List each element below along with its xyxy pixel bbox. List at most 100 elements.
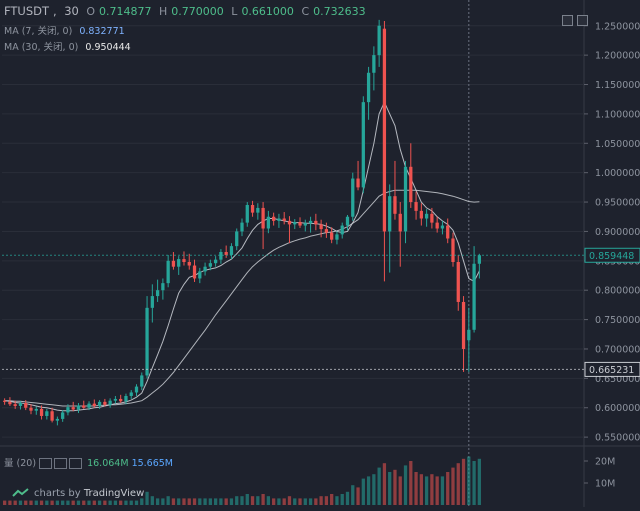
interval[interactable]: 30 [64, 4, 79, 18]
candle-body [308, 220, 313, 224]
volume-bar [240, 496, 244, 505]
volume-bar [61, 500, 65, 505]
candle-body [103, 401, 107, 405]
remove-icon[interactable] [69, 458, 83, 469]
volume-bar [34, 500, 38, 505]
open-label: O [86, 5, 96, 18]
candle-body [3, 400, 7, 402]
volume-bar [409, 461, 413, 505]
tick-label: 0.800000 [595, 286, 640, 297]
candle-body [266, 216, 271, 229]
candle-body [361, 102, 365, 188]
candle-body [8, 401, 12, 405]
volume-bar [324, 496, 329, 505]
volume-bar [356, 487, 360, 505]
candle-body [319, 224, 323, 230]
candle-body [182, 259, 186, 262]
candle-body [155, 290, 160, 297]
candle-body [113, 398, 118, 401]
volume-bar [108, 500, 112, 505]
candle-body [366, 72, 371, 103]
candle-body [50, 411, 54, 421]
volume-bar [129, 500, 133, 505]
volume-bar [150, 496, 154, 505]
candle-body [192, 265, 197, 279]
volume-bar [87, 500, 91, 505]
ma7-value: 0.832771 [79, 26, 125, 37]
candle-body [18, 403, 23, 406]
candle-body [388, 196, 392, 232]
candle-body [82, 405, 86, 408]
volume-bar [229, 498, 234, 505]
volume-bar [198, 498, 202, 505]
volume-bars [3, 456, 481, 505]
volume-bar [224, 498, 228, 505]
volume-tick-label: 20M [595, 457, 615, 468]
candle-body [272, 216, 276, 221]
candle-body [345, 216, 350, 226]
volume-value-b: 15.665M [131, 458, 173, 469]
tick-label: 1.050000 [595, 139, 640, 150]
volume-bar [55, 500, 60, 505]
ma30-value: 0.950444 [85, 42, 131, 53]
tradingview-logo-icon [12, 488, 29, 497]
volume-bar [456, 463, 460, 505]
high-value: 0.770000 [171, 5, 224, 18]
volume-bar [451, 467, 455, 505]
volume-bar [171, 498, 176, 505]
candle-body [477, 255, 481, 264]
volume-bar [403, 465, 408, 505]
candle-body [24, 403, 28, 408]
volume-bar [372, 474, 376, 505]
candle-body [377, 25, 381, 56]
candle-body [219, 252, 223, 260]
volume-bar [140, 498, 144, 505]
volume-bar [366, 476, 371, 505]
candle-body [87, 403, 91, 408]
candle-body [287, 220, 292, 225]
volume-bar [24, 500, 28, 505]
candle-body [61, 412, 65, 419]
high-label: H [159, 5, 168, 18]
volume-bar [145, 491, 149, 505]
visibility-icon[interactable] [39, 458, 53, 469]
tradingview-watermark[interactable]: charts by TradingView [12, 488, 144, 499]
ohlc-row: FTUSDT, 30 O 0.714877 H 0.770000 L 0.661000… [4, 4, 370, 18]
candle-body [414, 202, 418, 211]
candle-body [382, 28, 387, 232]
price-label-box [584, 361, 640, 377]
candle-body [240, 222, 244, 232]
volume-bar [29, 500, 33, 505]
candle-body [340, 225, 344, 235]
watermark-brand: TradingView [83, 488, 145, 499]
volume-bar [50, 500, 54, 505]
candle-body [66, 407, 70, 413]
candle-body [124, 395, 128, 402]
volume-bar [97, 500, 102, 505]
close-label: C [301, 5, 310, 18]
volume-bar [45, 500, 49, 505]
candle-body [245, 204, 249, 223]
candle-body [76, 405, 81, 410]
candle-body [372, 55, 376, 73]
volume-bar [266, 496, 271, 505]
maximize-icon[interactable] [562, 15, 573, 26]
tick-label: 0.750000 [595, 315, 640, 326]
volume-bar [219, 498, 223, 505]
close-pane-icon[interactable] [577, 15, 588, 26]
candle-body [45, 411, 49, 416]
candle-body [161, 283, 165, 291]
candle-body [403, 166, 408, 232]
volume-bar [235, 496, 239, 505]
volume-bar [314, 498, 318, 505]
candle-body [324, 229, 329, 233]
symbol-name[interactable]: FTUSDT [4, 4, 50, 18]
ma30-row[interactable]: MA (30, 关闭, 0) 0.950444 [4, 39, 135, 53]
ma7-row[interactable]: MA (7, 关闭, 0) 0.832771 [4, 23, 129, 37]
tick-label: 0.550000 [595, 433, 640, 444]
volume-bar [250, 496, 255, 505]
candle-body [29, 407, 33, 411]
settings-icon[interactable] [54, 458, 68, 469]
